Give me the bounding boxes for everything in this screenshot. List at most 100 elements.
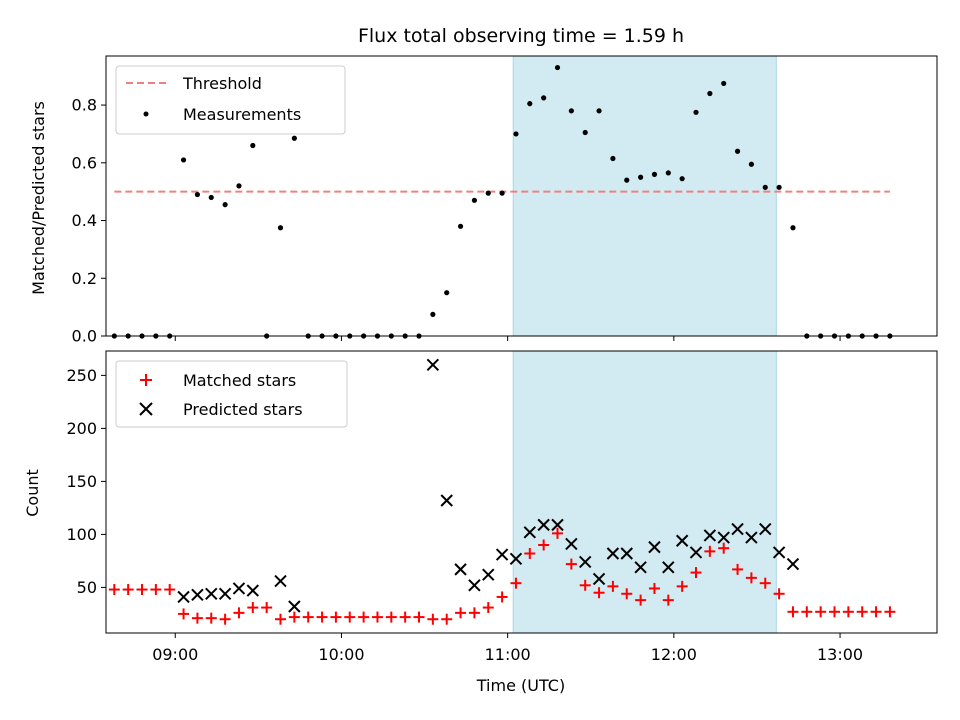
predicted-star-point bbox=[495, 548, 509, 561]
measurement-point bbox=[180, 157, 187, 163]
matched-star-point bbox=[732, 563, 744, 575]
predicted-star-point bbox=[232, 582, 246, 595]
measurement-point bbox=[277, 225, 284, 231]
predicted-star-point bbox=[440, 494, 453, 507]
predicted-star-point bbox=[218, 587, 232, 600]
predicted-star-point bbox=[772, 546, 786, 559]
measurement-point bbox=[236, 183, 242, 189]
measurement-point bbox=[444, 290, 450, 296]
predicted-star-point bbox=[759, 522, 772, 536]
matched-star-point bbox=[510, 577, 522, 589]
predicted-star-point bbox=[703, 529, 717, 542]
matched-star-point bbox=[150, 584, 162, 596]
predicted-star-point bbox=[717, 531, 730, 544]
top-ytick-label: 0.0 bbox=[72, 327, 97, 346]
bottom-ytick-label: 250 bbox=[66, 366, 97, 385]
measurement-point bbox=[679, 176, 685, 182]
predicted-star-point bbox=[482, 568, 495, 581]
matched-star-point bbox=[219, 613, 231, 625]
predicted-star-point bbox=[786, 557, 800, 571]
bottom-ytick-label: 200 bbox=[66, 419, 97, 438]
measurement-point bbox=[582, 129, 588, 136]
measurement-point bbox=[638, 174, 644, 180]
top-ytick-label: 0.4 bbox=[72, 211, 97, 230]
x-axis-label: Time (UTC) bbox=[476, 676, 565, 695]
matched-star-point bbox=[136, 584, 148, 596]
top-ytick-label: 0.2 bbox=[72, 269, 97, 288]
matched-star-point bbox=[593, 587, 605, 599]
measurement-point bbox=[610, 155, 616, 162]
matched-star-point bbox=[288, 611, 300, 623]
measurement-point bbox=[748, 161, 755, 167]
matched-star-point bbox=[829, 606, 841, 618]
predicted-star-point bbox=[205, 587, 218, 600]
matched-star-point bbox=[607, 580, 619, 592]
measurement-point bbox=[291, 135, 297, 141]
matched-star-point bbox=[787, 606, 799, 618]
matched-star-point bbox=[496, 591, 508, 603]
matched-star-point bbox=[108, 584, 120, 596]
bottom-legend: Matched stars Predicted stars bbox=[115, 360, 348, 428]
matched-star-point bbox=[261, 602, 273, 614]
matched-star-point bbox=[676, 580, 688, 592]
measurement-point bbox=[457, 223, 464, 229]
matched-star-point bbox=[455, 607, 467, 619]
predicted-star-point bbox=[634, 561, 647, 574]
matched-star-point bbox=[468, 607, 480, 619]
matched-star-point bbox=[856, 606, 868, 618]
matched-star-point bbox=[690, 567, 702, 579]
top-legend: Threshold Measurements bbox=[115, 65, 346, 135]
measurement-point bbox=[790, 225, 796, 231]
measurement-point bbox=[527, 101, 533, 107]
measurement-point bbox=[721, 80, 727, 87]
predicted-star-point bbox=[745, 531, 758, 544]
chart-title: Flux total observing time = 1.59 h bbox=[358, 25, 684, 47]
predicted-star-point bbox=[675, 534, 689, 547]
matched-star-point bbox=[579, 579, 591, 591]
bottom-xtick-label: 09:00 bbox=[152, 645, 198, 664]
matched-star-point bbox=[371, 611, 383, 623]
bottom-xtick-label: 12:00 bbox=[651, 645, 697, 664]
matched-star-point bbox=[842, 606, 854, 618]
measurement-point bbox=[430, 311, 436, 317]
bottom-ytick-label: 50 bbox=[77, 578, 97, 597]
matched-star-point bbox=[718, 542, 730, 554]
bottom-panel: 50 100 150 200 250 09:00 10:00 11:00 12:00 13:00 bbox=[66, 350, 938, 664]
top-ytick-label: 0.6 bbox=[72, 153, 97, 172]
bottom-ylabel: Count bbox=[23, 469, 42, 517]
predicted-star-point bbox=[468, 579, 481, 592]
predicted-star-point bbox=[191, 588, 204, 602]
measurement-point bbox=[485, 190, 491, 196]
legend-measurements-swatch bbox=[143, 111, 149, 117]
measurement-point bbox=[499, 190, 505, 196]
predicted-star-point bbox=[426, 358, 440, 371]
top-shaded-span bbox=[512, 55, 777, 337]
measurement-point bbox=[568, 108, 574, 114]
top-axes-frame bbox=[105, 55, 938, 337]
legend-matched-swatch bbox=[140, 374, 152, 386]
predicted-star-point bbox=[537, 518, 550, 532]
top-ylabel: Matched/Predicted stars bbox=[29, 101, 48, 295]
predicted-star-point bbox=[606, 547, 620, 560]
measurement-point bbox=[693, 109, 699, 115]
matched-star-point bbox=[552, 527, 564, 539]
measurement-point bbox=[250, 142, 256, 149]
matched-star-point bbox=[773, 588, 785, 600]
predicted-star-point bbox=[274, 574, 287, 588]
matched-star-point bbox=[122, 584, 134, 596]
matched-star-point bbox=[385, 611, 397, 623]
matched-star-point bbox=[178, 608, 190, 620]
predicted-star-point bbox=[565, 537, 578, 551]
matched-star-point bbox=[275, 613, 287, 625]
matched-star-point bbox=[538, 539, 550, 551]
matched-star-point bbox=[565, 558, 577, 570]
legend-threshold-label: Threshold bbox=[182, 74, 262, 93]
top-panel: 0.0 0.2 0.4 0.6 0.8 bbox=[72, 55, 938, 346]
legend-measurements-label: Measurements bbox=[183, 105, 301, 124]
predicted-star-point bbox=[689, 546, 703, 559]
bottom-legend-frame bbox=[115, 360, 348, 428]
matched-star-point bbox=[330, 611, 342, 623]
bottom-ytick-label: 100 bbox=[66, 525, 97, 544]
matched-star-point bbox=[621, 588, 633, 600]
measurement-point bbox=[471, 197, 478, 203]
